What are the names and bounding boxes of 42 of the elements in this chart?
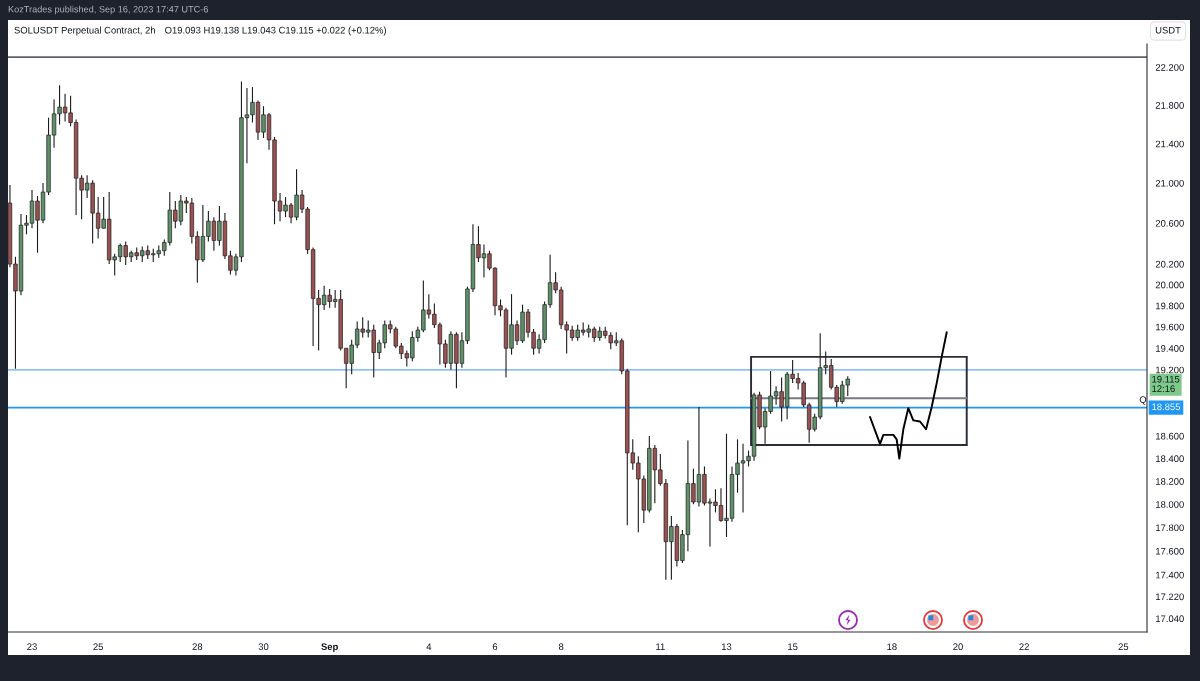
- y-tick-label: 17.040: [1156, 615, 1184, 623]
- y-tick-label: 20.000: [1155, 281, 1184, 289]
- text: KozTrades published, Sep 16, 2023 17:47 UTC-6: [8, 5, 209, 15]
- y-tick-label: 21.400: [1155, 140, 1184, 148]
- x-tick-label: 28: [192, 643, 203, 651]
- y-tick-label: 21.000: [1155, 179, 1184, 187]
- x-tick-label: 23: [27, 643, 37, 651]
- y-tick-label: 19.400: [1156, 345, 1184, 352]
- y-tick-label: 19.600: [1156, 323, 1184, 331]
- x-tick-label: 20: [953, 643, 963, 651]
- y-tick-label: 20.600: [1155, 220, 1184, 227]
- x-tick-label: 4: [426, 643, 432, 650]
- y-tick-label: 19.200: [1156, 366, 1184, 374]
- y-tick-label: 17.220: [1156, 593, 1184, 601]
- y-tick-label: 20.200: [1155, 260, 1184, 268]
- chart-subtitle: O19.093 H19.138 L19.043 C19.115 +0.022 (+0.12%): [165, 26, 386, 36]
- x-tick-label: 15: [788, 643, 798, 651]
- y-tick-label: 18.200: [1156, 478, 1184, 485]
- x-tick-label: 11: [656, 643, 665, 650]
- annotation: Q: [1139, 396, 1147, 405]
- x-tick-label: 30: [258, 643, 269, 651]
- x-tick-label: 6: [492, 643, 498, 651]
- x-tick-label: 13: [721, 643, 732, 651]
- y-tick-label: 18.000: [1156, 501, 1184, 508]
- y-tick-label: 17.600: [1156, 547, 1184, 555]
- y-tick-label: 17.800: [1156, 524, 1184, 532]
- y-tick-label: 18.600: [1156, 432, 1184, 440]
- x-tick-label: 8: [558, 643, 564, 651]
- x-tick-label: Sep: [321, 643, 338, 652]
- y-axis-title: USDT: [1155, 26, 1181, 34]
- x-tick-label: 18: [887, 643, 897, 651]
- text: 19.115 12:16: [1152, 375, 1180, 393]
- y-tick-label: 17.400: [1156, 571, 1184, 579]
- chart-title: SOLUSDT Perpetual Contract, 2h: [14, 26, 155, 36]
- y-tick-label: 19.800: [1156, 302, 1184, 310]
- y-tick-label: 22.200: [1155, 64, 1184, 71]
- x-tick-label: 22: [1019, 643, 1029, 650]
- x-tick-label: 25: [93, 643, 103, 651]
- ref-line-label: 18.855: [1152, 403, 1181, 411]
- y-tick-label: 18.400: [1156, 455, 1184, 463]
- y-tick-label: 21.800: [1155, 102, 1184, 109]
- x-tick-label: 25: [1118, 643, 1129, 651]
